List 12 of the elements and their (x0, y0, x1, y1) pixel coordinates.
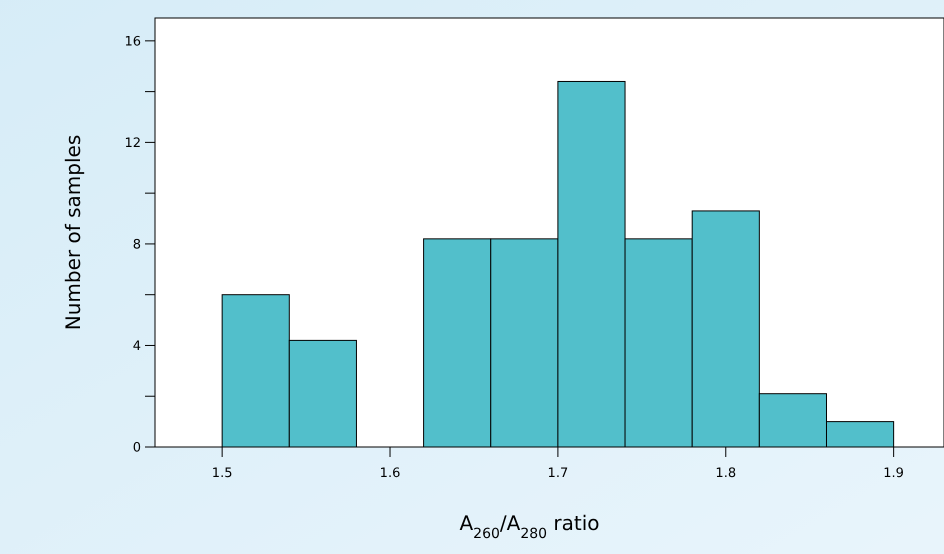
x-tick-label: 1.7 (548, 466, 568, 481)
y-tick-label: 0 (132, 440, 141, 456)
x-tick-label: 1.6 (380, 466, 400, 481)
y-tick-label: 8 (132, 237, 141, 252)
y-axis-title: Number of samples (61, 134, 85, 330)
x-tick-label: 1.8 (715, 466, 736, 481)
y-tick-label: 4 (132, 339, 141, 354)
x-axis-title: A$_{260}$/A$_{280}$ ratio (459, 511, 600, 542)
y-tick-label: 12 (124, 136, 141, 151)
x-tick-label: 1.5 (212, 466, 232, 481)
y-tick-label: 16 (124, 34, 141, 50)
x-tick-label: 1.9 (883, 466, 904, 481)
